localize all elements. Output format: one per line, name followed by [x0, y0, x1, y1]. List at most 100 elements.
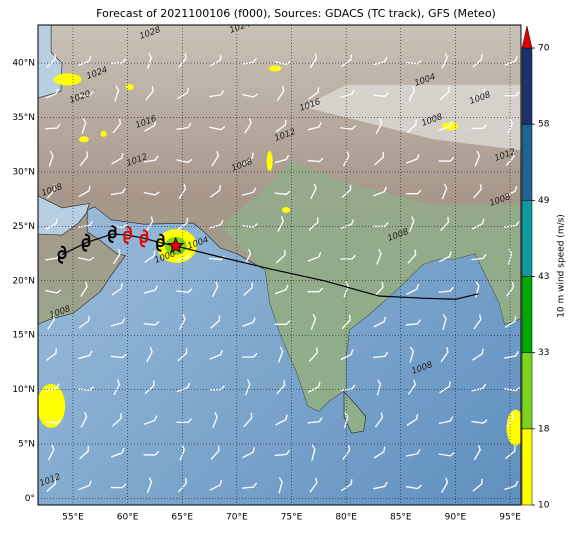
wind-barb — [341, 314, 351, 330]
tc-symbol — [107, 224, 117, 243]
wind-barb — [405, 484, 422, 490]
colorbar-tick-label: 10 — [538, 501, 550, 511]
wind-barb — [440, 216, 450, 232]
wind-barb — [310, 183, 317, 200]
wind-barb — [144, 120, 157, 132]
wind-barb — [309, 477, 318, 493]
wind-barb — [376, 379, 382, 396]
wind-barb — [241, 57, 257, 65]
wind-barb — [341, 54, 353, 68]
wind-barb — [409, 346, 414, 363]
wind-barb — [311, 444, 316, 461]
wind-barb — [471, 124, 488, 130]
wind-barb — [438, 121, 453, 132]
lowland — [220, 161, 521, 412]
wind-barb — [474, 150, 481, 167]
lat-tick-label: 40°N — [12, 59, 35, 69]
colorbar-tick-label: 70 — [538, 44, 550, 54]
tc-symbol — [123, 226, 133, 245]
wind-barb — [241, 352, 258, 358]
lon-tick-label: 75°E — [281, 513, 303, 523]
wind-barb — [507, 248, 513, 265]
lat-tick-label: 15°N — [12, 331, 35, 341]
wind-barb — [78, 220, 93, 228]
lat-tick-label: 20°N — [12, 276, 35, 286]
wind-barb — [307, 157, 324, 163]
wind-barb — [308, 347, 318, 362]
wind-barb — [78, 386, 94, 391]
wind-barb — [244, 248, 252, 265]
wind-barb — [472, 54, 483, 68]
wind-barb — [275, 119, 287, 133]
wind-barb — [441, 183, 448, 200]
lat-tick-label: 10°N — [12, 385, 35, 395]
wind-barb — [277, 216, 284, 232]
wind-barb — [504, 316, 517, 329]
wind-barb — [442, 314, 447, 331]
map-area: 1028 102410241020101610161012101210081008… — [38, 19, 521, 505]
wind-barb — [242, 317, 256, 328]
wind-barb — [506, 281, 515, 297]
colorbar-tick-label: 33 — [538, 348, 549, 358]
wind-barb — [438, 452, 455, 457]
wind-barb — [176, 418, 192, 423]
wind-barb — [405, 189, 422, 195]
wind-barb — [79, 151, 89, 166]
wind-barb — [243, 412, 253, 428]
tc-track-line — [61, 233, 176, 256]
wind-barb — [342, 445, 351, 461]
wind-barb — [471, 253, 487, 261]
wind-barb — [506, 412, 514, 428]
wind-barb — [143, 321, 160, 326]
colorbar-label: 10 m wind speed (m/s) — [557, 214, 567, 318]
lon-tick-label: 60°E — [117, 513, 139, 523]
wind-barb — [406, 153, 420, 164]
wind-barb — [373, 351, 389, 359]
tc-symbol — [81, 233, 91, 252]
wind-barb — [343, 281, 349, 298]
wind-barb — [471, 419, 488, 424]
wind-barb — [244, 118, 252, 134]
wind-barb — [143, 450, 160, 456]
wind-barb — [176, 122, 192, 130]
wind-barb — [374, 152, 384, 166]
wind-barb — [242, 187, 257, 196]
wind-barb — [45, 218, 58, 230]
map-frame — [37, 24, 522, 506]
wind-barb — [276, 85, 285, 101]
wind-barb — [307, 417, 323, 424]
wind-barb — [275, 414, 288, 426]
wind-barb — [242, 152, 254, 166]
wind-barb — [176, 158, 193, 163]
wind-barb — [78, 350, 93, 360]
wind-barb — [145, 86, 154, 101]
tibet-plateau — [302, 84, 521, 151]
lat-tick-label: 25°N — [12, 222, 35, 232]
wind-barb — [308, 217, 319, 231]
wind-barb — [344, 412, 349, 429]
wind-barb — [45, 419, 62, 424]
wind-barb — [45, 123, 61, 130]
wind-barb — [143, 285, 159, 294]
colorbar-segment — [521, 47, 533, 125]
wind-barb — [45, 289, 62, 294]
wind-barb — [47, 314, 55, 330]
wind-barb — [504, 56, 518, 66]
colorbar-tick-label: 43 — [538, 272, 549, 282]
wind-barb — [341, 184, 352, 199]
wind-barb — [110, 317, 126, 327]
wind-barb — [274, 284, 289, 295]
wind-barb — [78, 185, 91, 198]
wind-barb — [376, 248, 382, 265]
wind-barb — [441, 477, 449, 493]
wind-barb — [112, 118, 122, 134]
wind-barb — [373, 92, 389, 98]
isobar-label: 1024 — [228, 19, 252, 36]
wind-barb — [212, 411, 218, 428]
wind-barb — [408, 85, 416, 102]
wind-barb — [373, 481, 388, 490]
wind-barb — [111, 413, 122, 427]
wind-barb — [146, 477, 153, 494]
wind-barb — [178, 53, 187, 69]
wind-barb — [308, 87, 320, 100]
